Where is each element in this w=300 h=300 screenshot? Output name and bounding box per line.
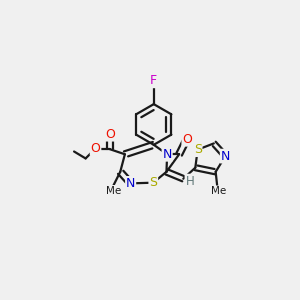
- Text: N: N: [163, 148, 172, 161]
- Text: H: H: [185, 175, 194, 188]
- Text: O: O: [105, 128, 115, 141]
- Text: N: N: [221, 150, 230, 163]
- Text: S: S: [194, 143, 202, 156]
- Text: S: S: [149, 176, 157, 189]
- Text: O: O: [91, 142, 100, 155]
- Text: O: O: [182, 133, 192, 146]
- Text: Me: Me: [106, 186, 121, 196]
- Text: F: F: [150, 74, 157, 87]
- Text: N: N: [126, 177, 135, 190]
- Text: Me: Me: [211, 186, 226, 196]
